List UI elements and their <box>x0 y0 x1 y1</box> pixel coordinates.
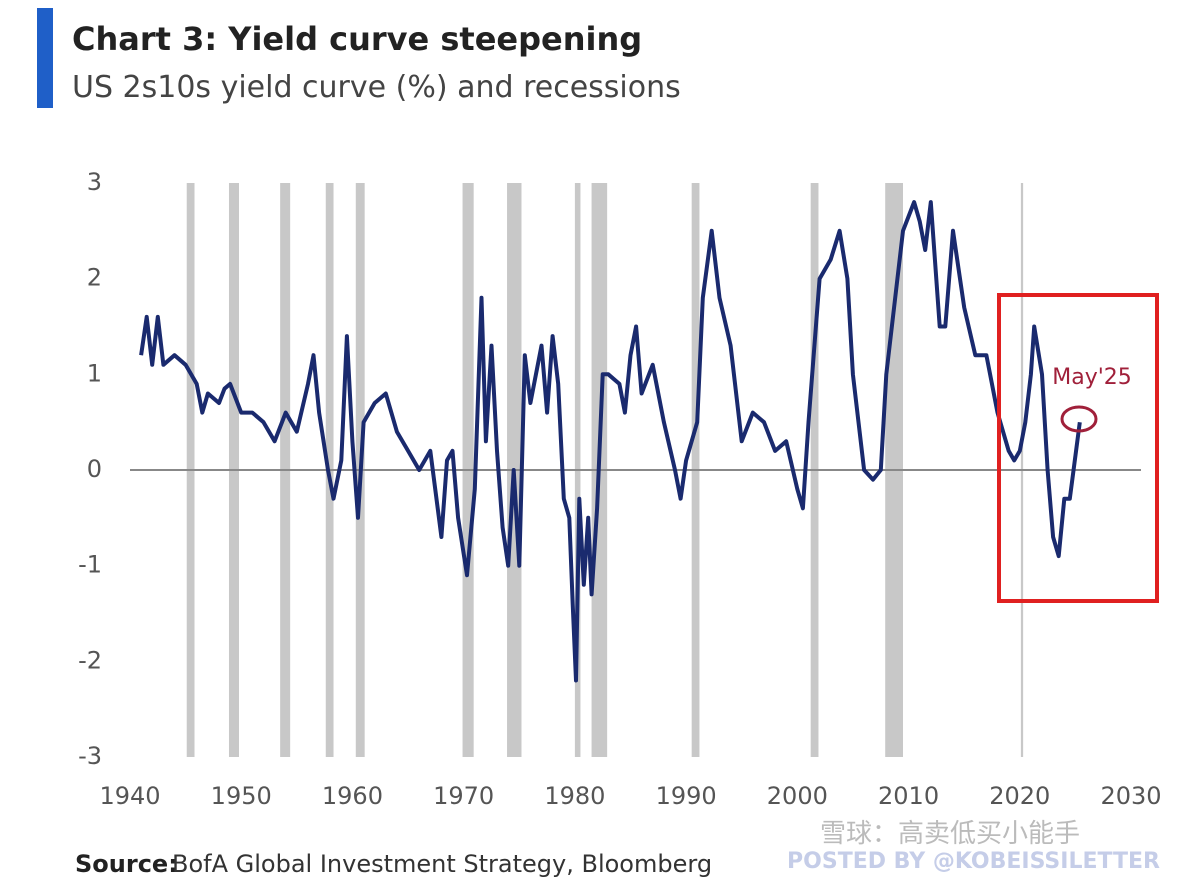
yield-curve-line <box>139 200 1082 683</box>
y-tick-label: 3 <box>87 168 102 196</box>
plot-area: -3 -2 -1 0 1 2 3 1940 1950 1960 1970 1980 1990 2000 20… <box>78 168 1161 810</box>
y-tick-label: 1 <box>87 359 102 387</box>
x-tick-label: 1960 <box>322 782 383 810</box>
y-tick-label: 2 <box>87 264 102 292</box>
x-tick-label: 2030 <box>1100 782 1161 810</box>
x-tick-label: 2000 <box>767 782 828 810</box>
chart-title: Chart 3: Yield curve steepening <box>72 20 642 58</box>
x-tick-label: 1970 <box>433 782 494 810</box>
chart-subtitle: US 2s10s yield curve (%) and recessions <box>72 70 681 105</box>
watermark: POSTED BY @KOBEISSILETTER <box>787 849 1160 874</box>
source: BofA Global Investment Strategy, Bloombe… <box>172 850 712 878</box>
x-tick-label: 1940 <box>99 782 160 810</box>
source-label: Source: <box>75 850 178 878</box>
y-tick-label: -1 <box>78 551 102 579</box>
x-tick-label: 2010 <box>878 782 939 810</box>
y-tick-label: -2 <box>78 646 102 674</box>
x-tick-label: 1990 <box>656 782 717 810</box>
title-accent <box>37 8 53 108</box>
highlight-circle <box>1060 405 1098 433</box>
x-tick-label: 2020 <box>989 782 1050 810</box>
x-tick-label: 1980 <box>544 782 605 810</box>
watermark: 雪球：高卖低买小能手 <box>820 819 1080 849</box>
annotation: May'25 <box>1052 365 1132 390</box>
x-tick-label: 1950 <box>211 782 272 810</box>
highlight-box <box>997 293 1159 603</box>
y-tick-label: -3 <box>78 742 102 770</box>
y-tick-label: 0 <box>87 455 102 483</box>
